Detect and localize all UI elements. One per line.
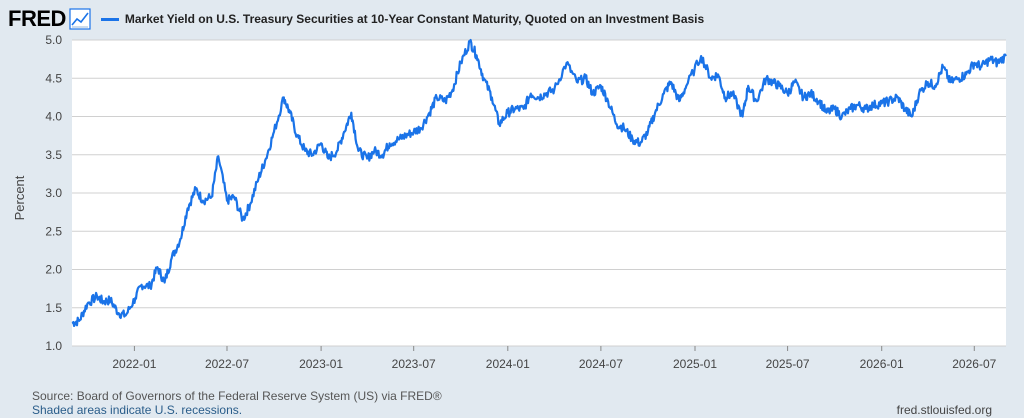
source-note: Source: Board of Governors of the Federa…: [32, 389, 442, 403]
x-tick-label: 2025-01: [673, 357, 717, 371]
y-tick-label: 4.5: [45, 71, 62, 85]
y-tick-label: 4.0: [45, 110, 62, 124]
x-tick-label: 2024-01: [486, 357, 530, 371]
x-tick-label: 2022-01: [112, 357, 156, 371]
y-tick-label: 5.0: [45, 33, 62, 47]
x-tick-label: 2024-07: [579, 357, 623, 371]
y-tick-label: 3.5: [45, 148, 62, 162]
fred-logo[interactable]: FRED: [8, 6, 66, 31]
x-tick-label: 2026-07: [952, 357, 996, 371]
chart-line-icon: [69, 8, 91, 30]
y-axis-label: Percent: [12, 175, 27, 220]
x-tick-label: 2026-01: [860, 357, 904, 371]
x-axis-ticks: 2022-01 2022-07 2023-01 2023-07 2024-01 2024-…: [112, 346, 997, 371]
legend-label: Market Yield on U.S. Treasury Securities…: [124, 12, 705, 26]
recession-note: Shaded areas indicate U.S. recessions.: [32, 403, 243, 417]
legend: Market Yield on U.S. Treasury Securities…: [100, 12, 705, 26]
y-tick-label: 3.0: [45, 186, 62, 200]
y-tick-label: 2.0: [45, 263, 62, 277]
x-tick-label: 2023-07: [392, 357, 436, 371]
x-tick-label: 2022-07: [205, 357, 249, 371]
y-tick-label: 1.5: [45, 301, 62, 315]
y-tick-label: 2.5: [45, 224, 62, 238]
series-line[interactable]: [71, 38, 1007, 327]
site-link[interactable]: fred.stlouisfed.org: [896, 403, 992, 417]
footer-notes: Source: Board of Governors of the Federa…: [32, 389, 442, 417]
gridlines: [72, 39, 1006, 347]
chart-header: FRED Market Yield on U.S. Treasury Secur…: [8, 6, 704, 32]
y-tick-label: 1.0: [45, 339, 62, 353]
x-tick-label: 2025-07: [766, 357, 810, 371]
y-axis-ticks: 1.0 1.5 2.0 2.5 3.0 3.5 4.0 4.5 5.0: [45, 33, 62, 353]
legend-swatch: [100, 17, 119, 21]
x-tick-label: 2023-01: [299, 357, 343, 371]
